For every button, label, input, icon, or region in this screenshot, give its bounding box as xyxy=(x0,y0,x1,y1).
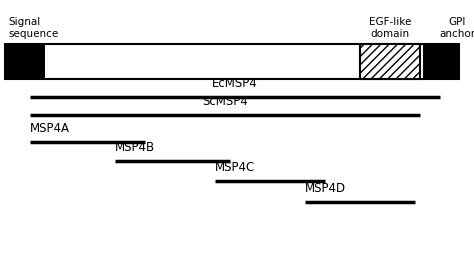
Text: GPI
anchor: GPI anchor xyxy=(439,18,474,39)
Text: MSP4B: MSP4B xyxy=(115,141,155,154)
Text: Signal
sequence: Signal sequence xyxy=(8,18,58,39)
Text: EGF-like
domain: EGF-like domain xyxy=(369,18,411,39)
Text: MSP4A: MSP4A xyxy=(30,122,70,135)
Bar xyxy=(5,44,459,79)
Bar xyxy=(5,44,45,79)
Text: MSP4C: MSP4C xyxy=(215,161,255,174)
Bar xyxy=(423,44,459,79)
Text: ScMSP4: ScMSP4 xyxy=(202,95,248,108)
Text: MSP4D: MSP4D xyxy=(305,182,346,195)
Text: EcMSP4: EcMSP4 xyxy=(212,77,258,90)
Bar xyxy=(360,44,420,79)
